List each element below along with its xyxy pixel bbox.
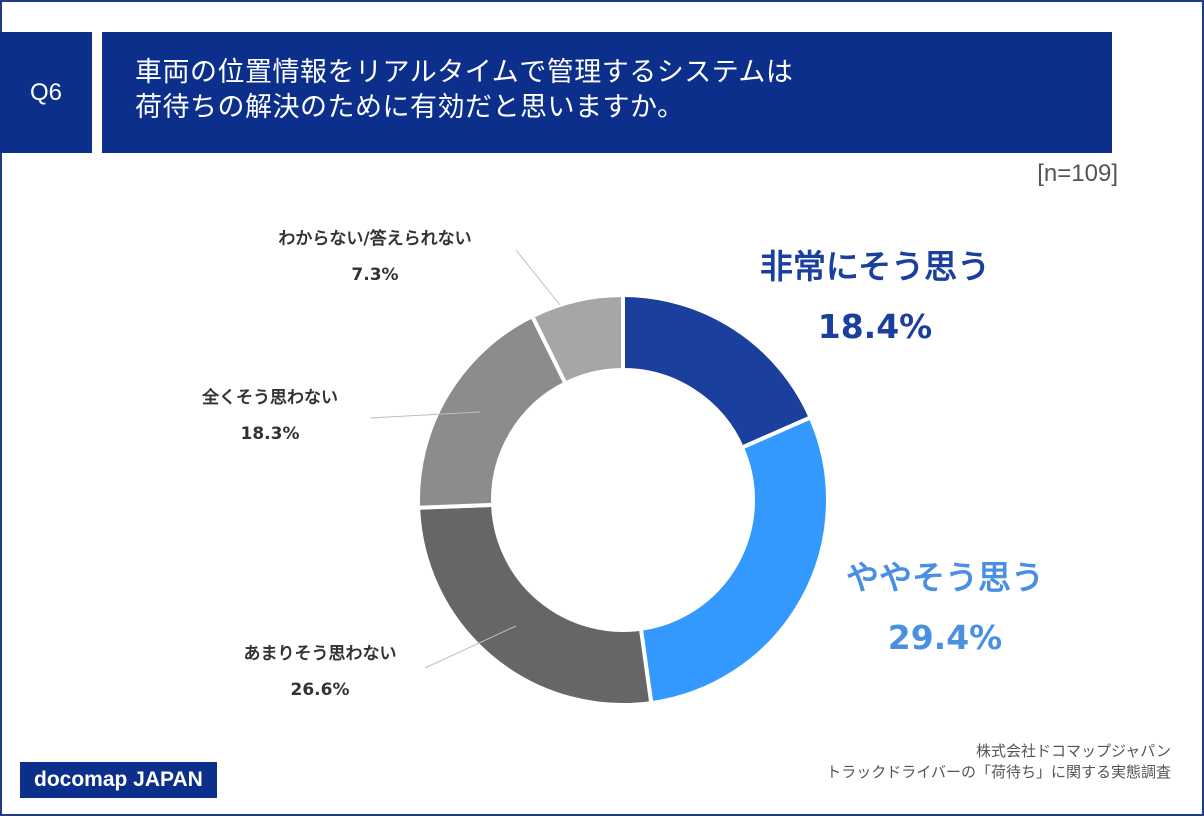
label-name-strongly-disagree: 全くそう思わない — [202, 388, 338, 408]
leader-line-dont-know — [515, 249, 561, 306]
label-pct-strongly-agree: 18.4% — [817, 307, 933, 346]
question-title-line-1: 車両の位置情報をリアルタイムで管理するシステムは — [135, 57, 794, 88]
question-title-line-2: 荷待ちの解決のために有効だと思いますか。 — [135, 92, 685, 123]
question-number: Q6 — [29, 78, 62, 106]
slice-somewhat-agree — [638, 414, 830, 706]
company-logo: docomap JAPAN — [20, 762, 217, 798]
label-somewhat-agree: ややそう思う 29.4% — [820, 558, 1070, 658]
question-title-box: 車両の位置情報をリアルタイムで管理するシステムは 荷待ちの解決のために有効だと思… — [102, 32, 1112, 153]
source-line-2: トラックドライバーの「荷待ち」に関する実態調査 — [826, 763, 1171, 781]
label-name-somewhat-agree: ややそう思う — [846, 558, 1044, 597]
sample-size: [n=109] — [1037, 160, 1118, 187]
source-line-1: 株式会社ドコマップジャパン — [975, 742, 1171, 760]
leader-line-somewhat-disagree — [424, 625, 517, 669]
label-strongly-disagree: 全くそう思わない 18.3% — [165, 387, 375, 445]
slice-somewhat-disagree — [416, 502, 654, 707]
label-name-somewhat-disagree: あまりそう思わない — [243, 644, 397, 664]
source-note: 株式会社ドコマップジャパン トラックドライバーの「荷待ち」に関する実態調査 — [826, 741, 1171, 783]
label-pct-dont-know: 7.3% — [351, 265, 399, 285]
leader-line-strongly-disagree — [369, 411, 481, 419]
label-pct-somewhat-agree: 29.4% — [887, 618, 1003, 657]
label-name-strongly-agree: 非常にそう思う — [759, 247, 991, 286]
label-pct-somewhat-disagree: 26.6% — [290, 680, 350, 700]
label-pct-strongly-disagree: 18.3% — [240, 424, 300, 444]
label-dont-know: わからない/答えられない 7.3% — [235, 228, 515, 286]
label-somewhat-disagree: あまりそう思わない 26.6% — [205, 643, 435, 701]
label-name-dont-know: わからない/答えられない — [278, 229, 472, 249]
slice-dont-know — [529, 292, 625, 387]
question-number-badge: Q6 — [0, 32, 92, 153]
slice-strongly-disagree — [416, 313, 569, 510]
label-strongly-agree: 非常にそう思う 18.4% — [740, 247, 1010, 347]
